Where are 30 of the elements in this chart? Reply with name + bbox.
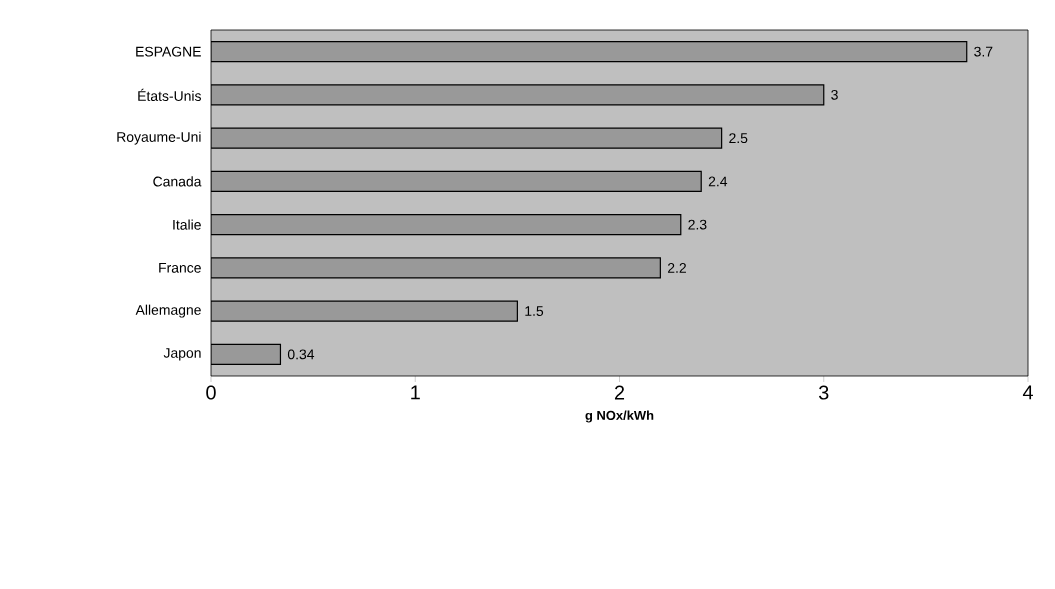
data-label: 2.4: [708, 176, 728, 187]
data-label: 1.5: [525, 306, 544, 316]
x-tick-label: 4: [1022, 385, 1033, 400]
x-tick-label: 1: [411, 385, 420, 400]
bar: [211, 214, 682, 236]
data-label: 3: [831, 89, 838, 100]
y-tick-label: Italie: [173, 219, 201, 230]
bar: [211, 300, 518, 322]
y-tick-label: Allemagne: [135, 304, 201, 318]
y-tick-label: Canada: [153, 176, 202, 187]
bar: [211, 257, 661, 279]
y-tick-label: France: [159, 263, 201, 273]
bar: [211, 170, 702, 192]
data-label: 2.3: [688, 219, 707, 230]
data-label: 0.34: [287, 349, 315, 360]
x-axis-title: g NOx/kWh: [585, 410, 654, 423]
bar: [211, 84, 825, 106]
bar: [211, 127, 723, 149]
data-label: 3.7: [974, 46, 993, 57]
x-tick-label: 3: [818, 385, 829, 400]
bar: [211, 343, 282, 365]
bar: [211, 41, 968, 63]
data-label: 2.2: [667, 263, 686, 273]
x-tick-label: 2: [614, 385, 625, 400]
x-tick-label: 0: [206, 385, 216, 400]
y-tick-label: Royaume-Uni: [117, 131, 201, 145]
y-tick-label: États-Unis: [138, 88, 201, 101]
data-label: 2.5: [729, 133, 748, 144]
y-tick-label: ESPAGNE: [136, 46, 201, 57]
y-tick-label: Japon: [163, 348, 201, 361]
